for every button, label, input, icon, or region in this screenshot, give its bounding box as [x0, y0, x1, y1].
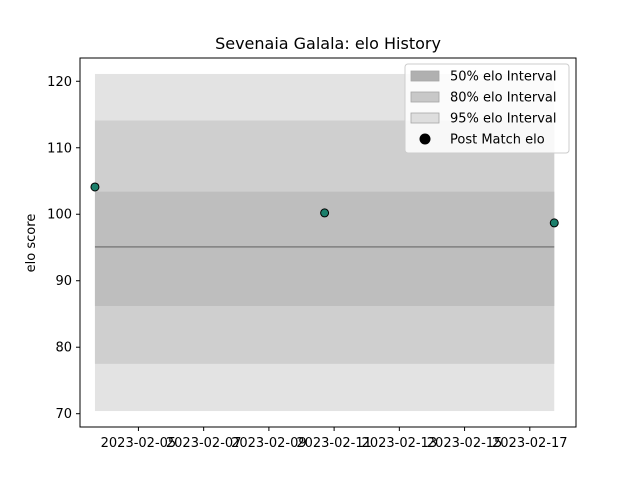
- legend: 50% elo Interval 80% elo Interval 95% elo …: [404, 63, 570, 154]
- data-point: [320, 208, 330, 218]
- y-tick-label: 90: [55, 274, 72, 289]
- y-axis-label: elo score: [24, 214, 39, 273]
- legend-label: 50% elo Interval: [450, 70, 557, 85]
- legend-label: 95% elo Interval: [450, 112, 557, 127]
- legend-swatch-95-elo-interval: [410, 112, 440, 124]
- y-tick-label: 110: [47, 141, 72, 156]
- x-tick-label: 2023-02-17: [492, 436, 568, 451]
- chart-title: Sevenaia Galala: elo History: [215, 34, 441, 53]
- y-tick-label: 80: [55, 341, 72, 356]
- post-match-points: [90, 182, 559, 228]
- legend-label: 80% elo Interval: [450, 91, 557, 106]
- y-tick-label: 100: [47, 208, 72, 223]
- data-point: [549, 218, 559, 228]
- y-tick-label: 120: [47, 75, 72, 90]
- x-axis-ticks: 2023-02-052023-02-072023-02-092023-02-11…: [101, 427, 568, 451]
- legend-box: [404, 63, 570, 154]
- x-tick-label: 2023-02-15: [427, 436, 503, 451]
- y-tick-label: 70: [55, 407, 72, 422]
- data-point: [90, 182, 100, 192]
- legend-label: Post Match elo: [450, 133, 545, 148]
- x-tick-label: 2023-02-05: [101, 436, 177, 451]
- legend-swatch-50-elo-interval: [410, 70, 440, 82]
- plot-frame: [79, 57, 577, 428]
- legend-marker-post-match-elo: [419, 133, 431, 145]
- x-tick-label: 2023-02-09: [231, 436, 307, 451]
- y-axis-ticks: 70 80 90 100 110 120: [47, 75, 80, 422]
- legend-swatch-80-elo-interval: [410, 91, 440, 103]
- x-tick-label: 2023-02-11: [296, 436, 372, 451]
- x-tick-label: 2023-02-13: [362, 436, 438, 451]
- x-tick-label: 2023-02-07: [166, 436, 242, 451]
